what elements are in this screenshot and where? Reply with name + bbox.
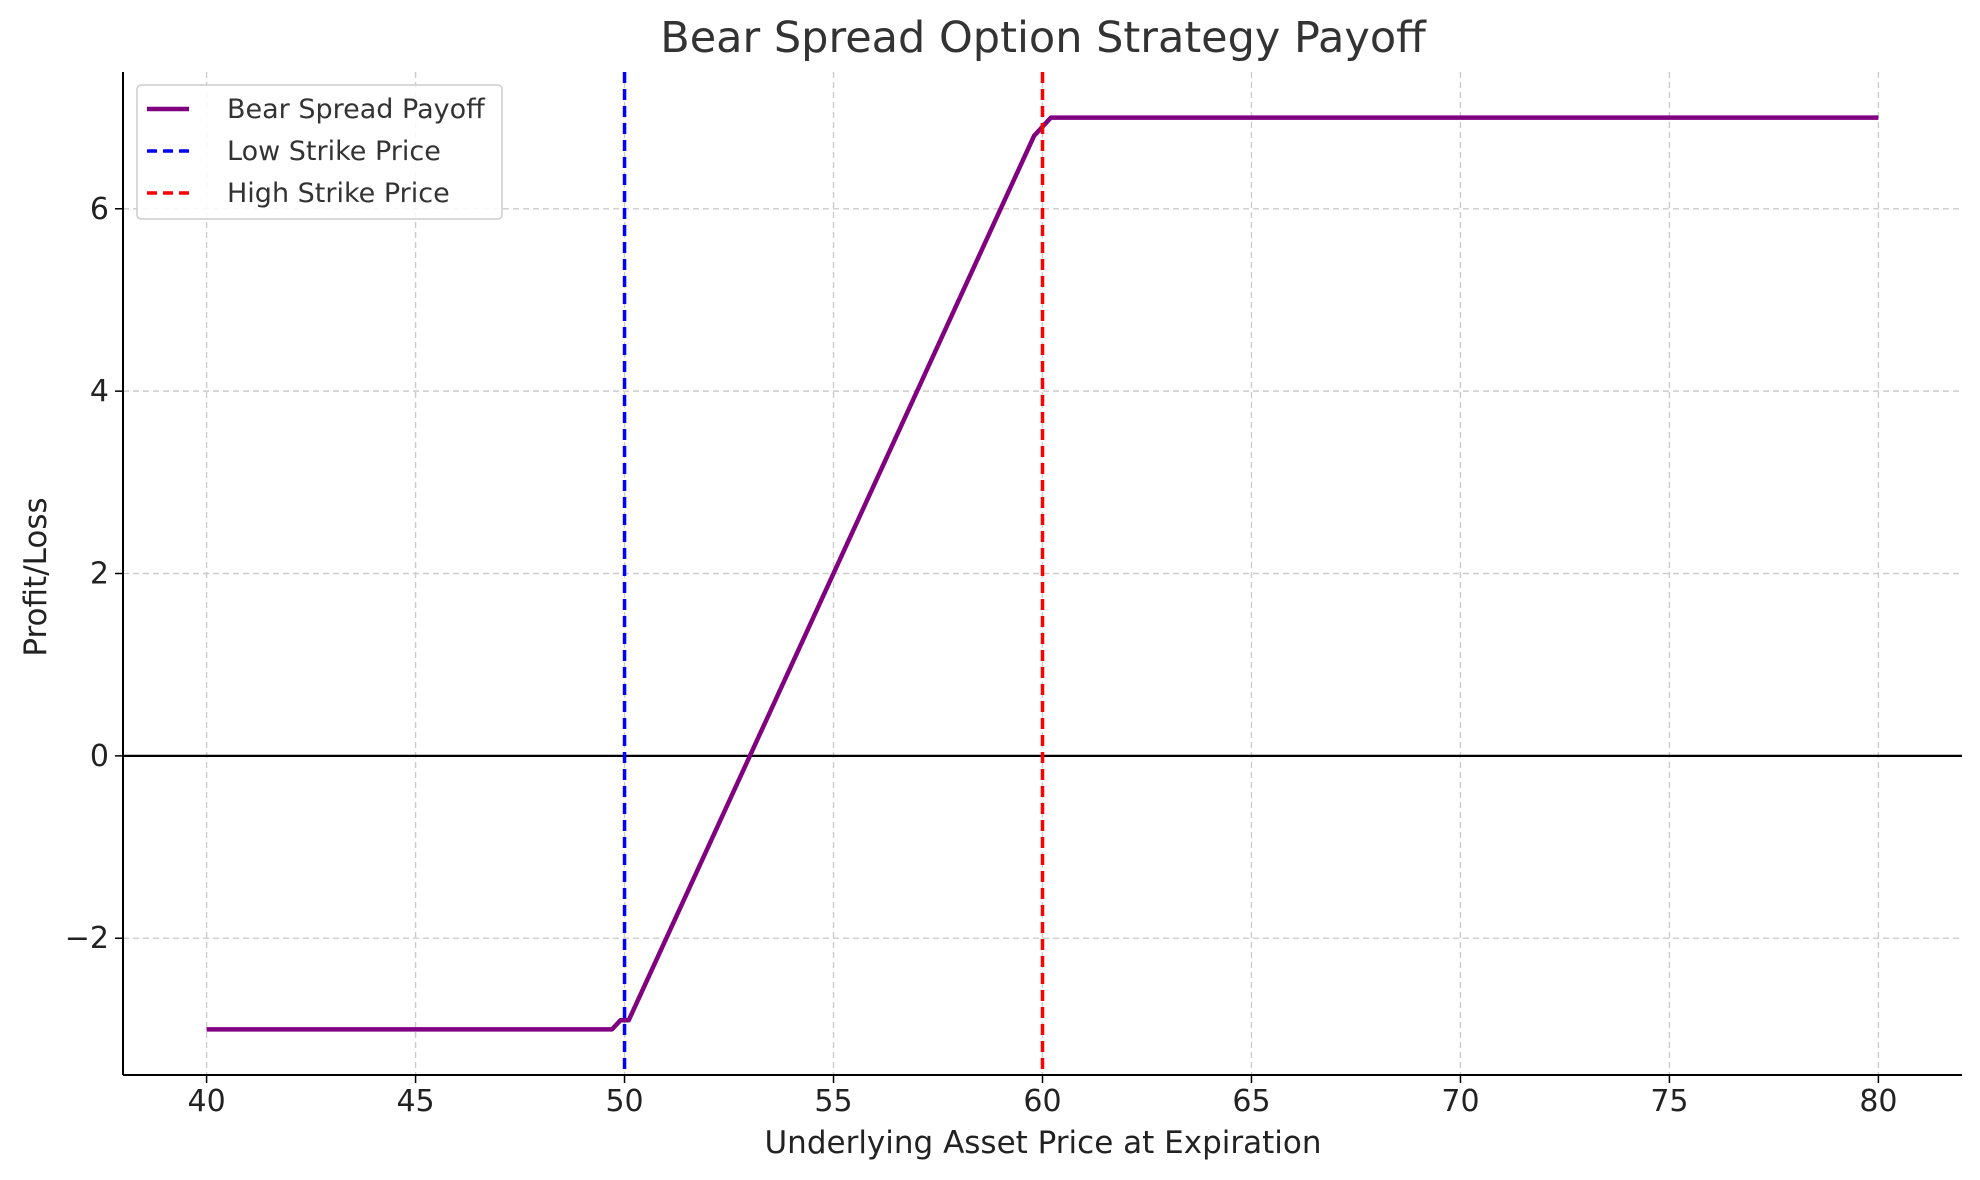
legend-label: High Strike Price <box>227 178 450 209</box>
x-tick-label: 40 <box>187 1084 225 1119</box>
legend: Bear Spread Payoff Low Strike Price High S… <box>136 84 503 220</box>
series-layer <box>206 72 1879 1075</box>
y-tick-label: 4 <box>90 374 109 409</box>
y-tick-label: 2 <box>90 557 109 592</box>
y-tick-label: 0 <box>90 739 109 774</box>
x-axis-label: Underlying Asset Price at Expiration <box>764 1125 1321 1161</box>
x-tick-label: 55 <box>814 1084 852 1119</box>
x-tick-label: 75 <box>1650 1084 1688 1119</box>
x-tick-label: 60 <box>1023 1084 1061 1119</box>
y-tick-label: −2 <box>65 921 109 956</box>
x-tick-label: 45 <box>396 1084 434 1119</box>
x-tick-label: 80 <box>1859 1084 1897 1119</box>
legend-box <box>136 84 503 220</box>
legend-label: Low Strike Price <box>227 136 441 167</box>
x-tick-label: 65 <box>1232 1084 1270 1119</box>
y-axis-label: Profit/Loss <box>18 497 54 656</box>
payoff-line <box>206 115 1879 1032</box>
x-tick-label: 50 <box>605 1084 643 1119</box>
x-tick-label: 70 <box>1441 1084 1479 1119</box>
legend-label: Bear Spread Payoff <box>227 94 486 125</box>
y-tick-label: 6 <box>90 192 109 227</box>
tick-labels: 40 45 50 55 60 65 70 75 80 −2 0 2 4 6 <box>65 192 1898 1119</box>
chart-title: Bear Spread Option Strategy Payoff <box>660 13 1427 63</box>
